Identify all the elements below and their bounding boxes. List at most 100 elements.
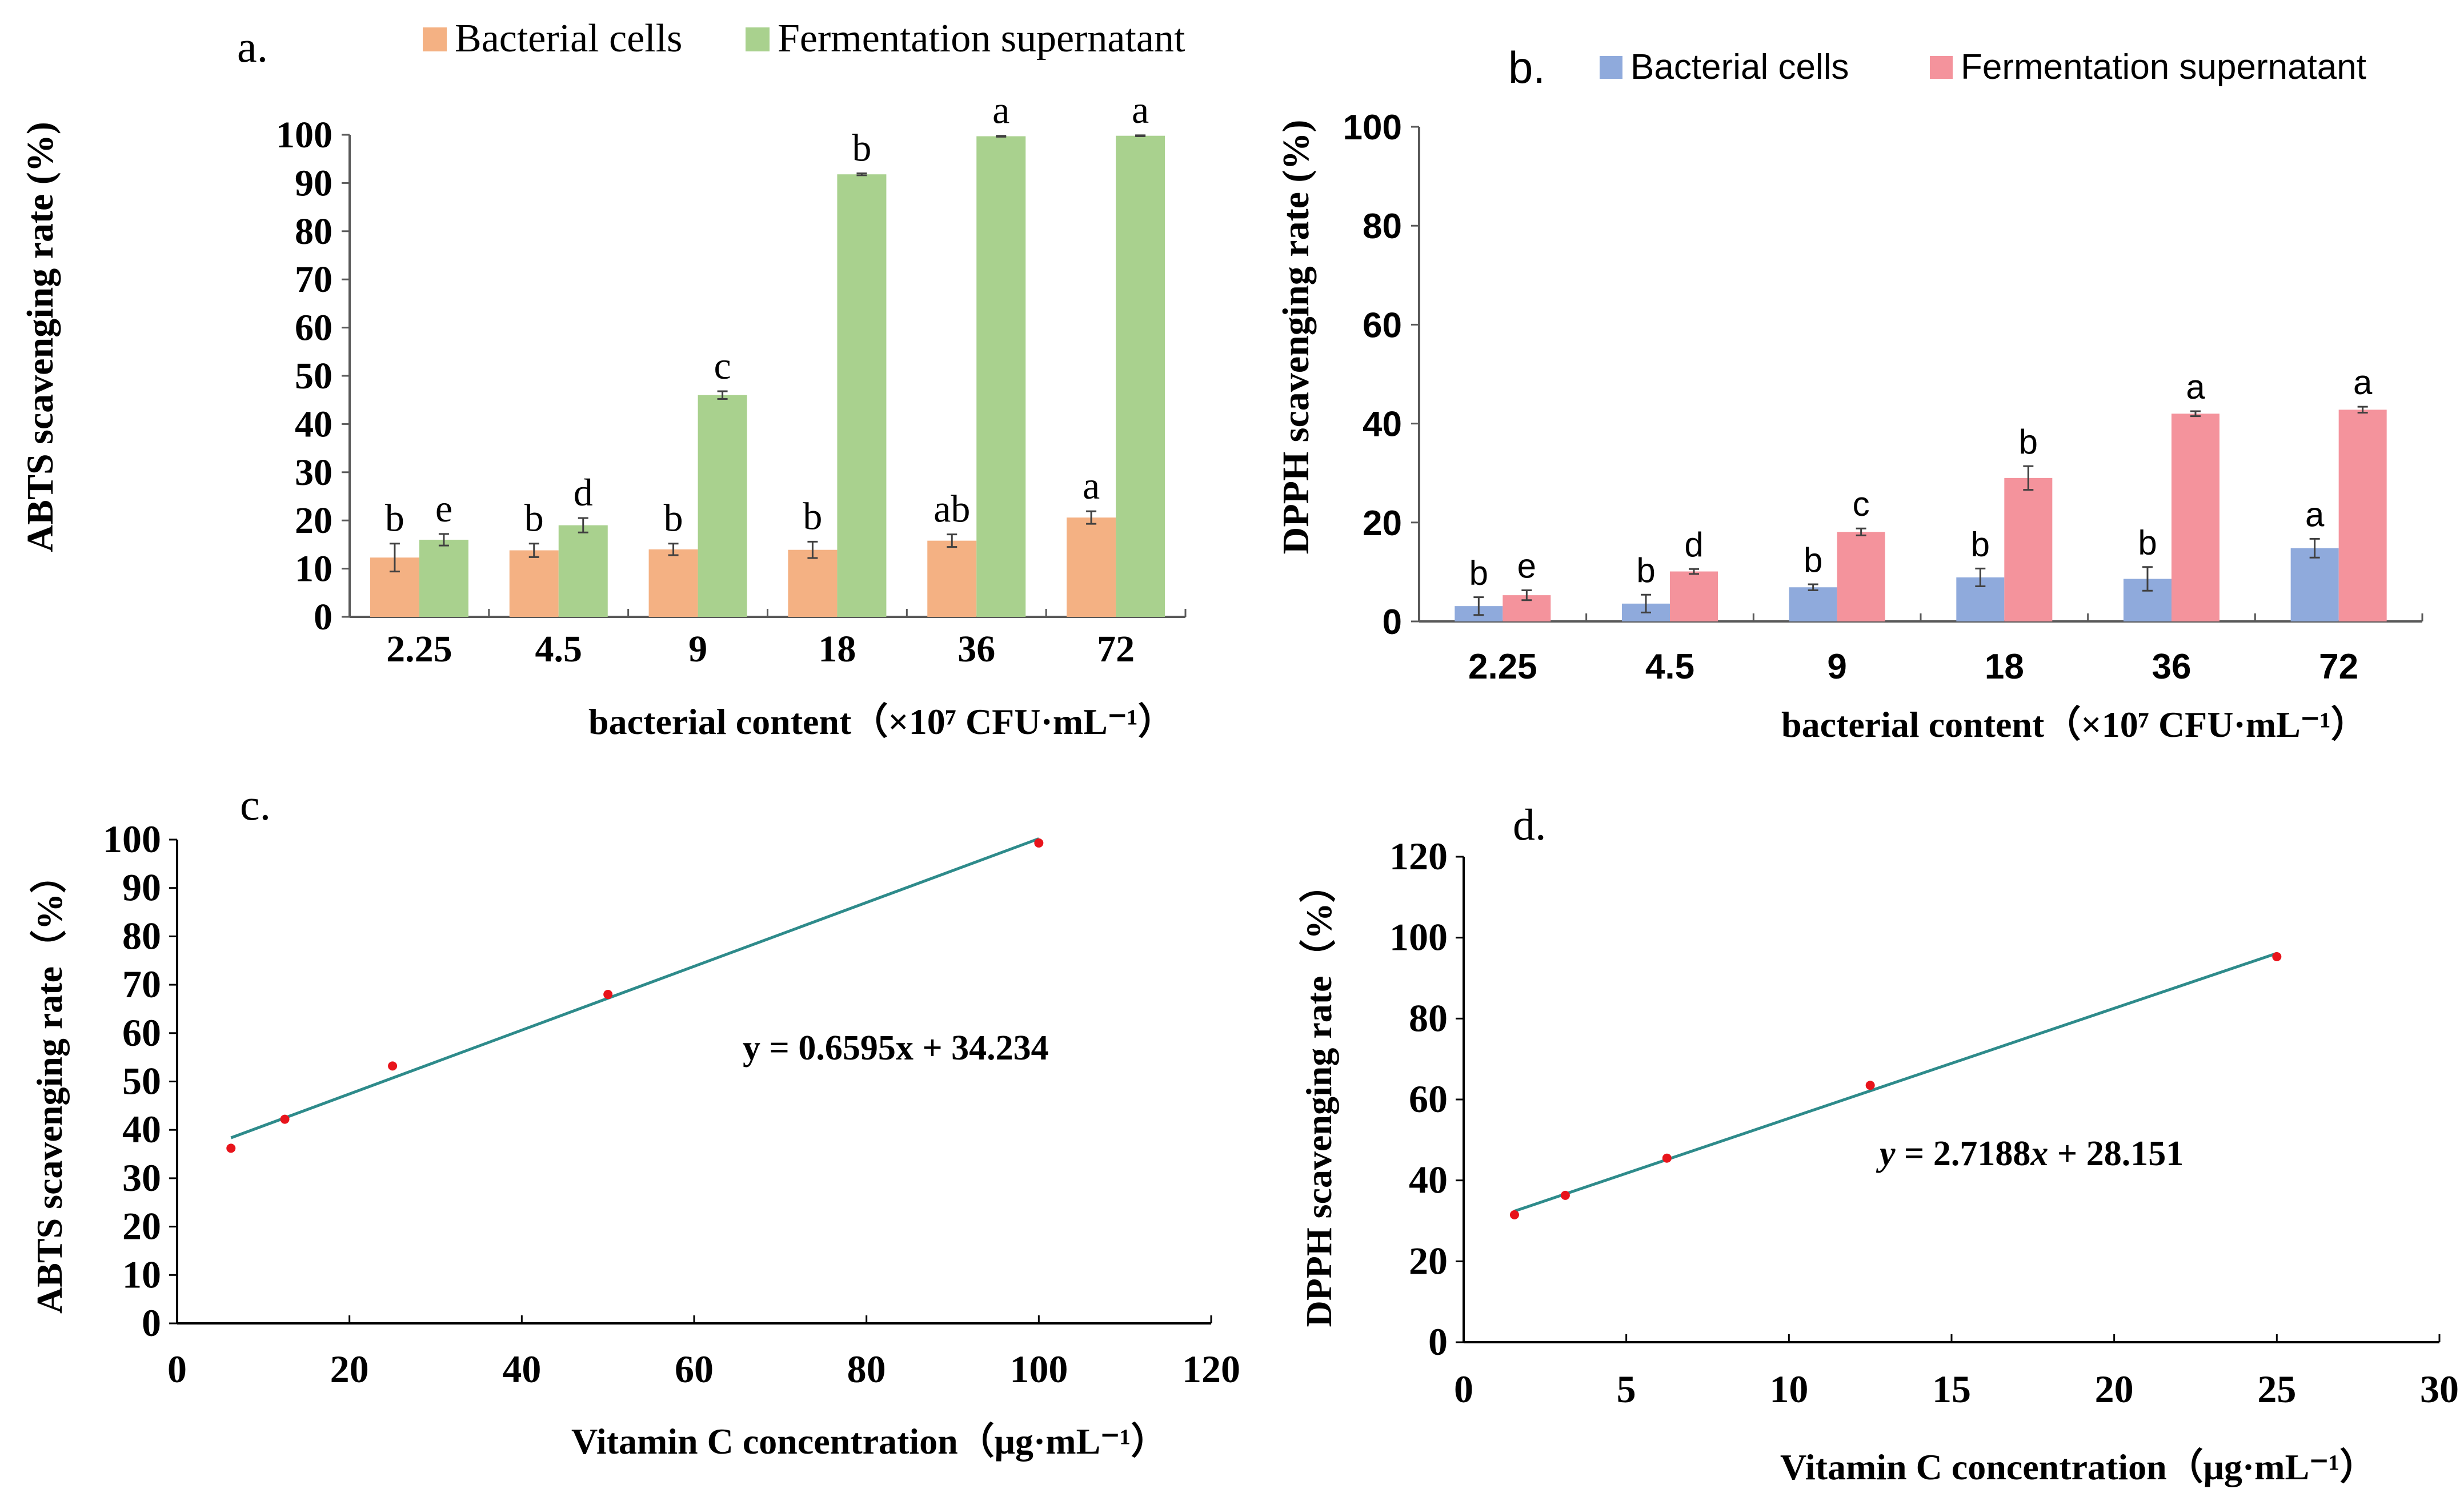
significance-letter: a	[992, 89, 1009, 132]
significance-letter: a	[1083, 464, 1100, 507]
legend-label-1: Fermentation supernatant	[778, 17, 1185, 61]
x-tick-label: 60	[675, 1347, 714, 1391]
data-point	[1509, 1210, 1519, 1219]
x-tick-label: 4.5	[535, 628, 583, 670]
x-tick-label: 4.5	[1645, 647, 1694, 687]
y-tick-label: 20	[122, 1205, 161, 1248]
x-tick-label: 36	[2152, 647, 2191, 687]
x-tick-label: 100	[1009, 1347, 1068, 1391]
chart-b: b. Bacterial cells Fermentation supernatan…	[1275, 42, 2423, 745]
equation-part: x	[2030, 1134, 2048, 1173]
y-tick-label: 20	[295, 500, 332, 541]
bar	[509, 550, 559, 617]
y-tick-label: 60	[1363, 306, 1402, 345]
y-tick-label: 60	[1409, 1077, 1448, 1121]
x-tick-label: 30	[2420, 1367, 2459, 1411]
bar	[698, 395, 747, 617]
x-tick-label: 2.25	[386, 628, 452, 670]
bar	[2290, 548, 2339, 621]
y-tick-label: 100	[103, 817, 161, 861]
bar	[976, 136, 1026, 617]
y-tick-label: 0	[1383, 603, 1402, 642]
y-tick-label: 30	[295, 452, 332, 493]
data-point	[603, 990, 613, 1000]
y-tick-label: 60	[122, 1011, 161, 1054]
x-tick-label: 36	[957, 628, 995, 670]
y-tick-label: 40	[122, 1107, 161, 1151]
y-axis-title: ABTS scavenging rate (%)	[19, 122, 61, 552]
y-tick-label: 10	[122, 1253, 161, 1296]
y-tick-label: 60	[295, 307, 332, 349]
data-point	[1662, 1153, 1672, 1163]
y-tick-label: 70	[122, 962, 161, 1006]
panel-label: b.	[1508, 42, 1545, 93]
legend-swatch-1	[746, 27, 770, 51]
y-tick-label: 50	[122, 1059, 161, 1103]
y-tick-label: 80	[1409, 996, 1448, 1040]
y-axis-title: ABTS scavenging rate（%）	[29, 857, 70, 1314]
y-tick-label: 80	[1363, 207, 1402, 246]
x-axis-title: bacterial content（×10⁷ CFU·mL⁻¹）	[1781, 704, 2367, 745]
x-tick-label: 18	[1985, 647, 2024, 687]
y-tick-label: 100	[1343, 108, 1402, 147]
x-tick-label: 0	[167, 1347, 187, 1391]
data-point	[280, 1114, 290, 1124]
y-tick-label: 20	[1363, 504, 1402, 543]
bar	[1670, 571, 1718, 621]
data-point	[1560, 1190, 1570, 1200]
bar	[1789, 587, 1837, 621]
significance-letter: b	[803, 494, 822, 537]
panel-label: d.	[1513, 800, 1546, 849]
y-tick-label: 70	[295, 259, 332, 300]
significance-letter: b	[2019, 423, 2038, 461]
significance-letter: b	[385, 496, 404, 540]
significance-letter: b	[1469, 554, 1488, 592]
x-tick-label: 5	[1617, 1367, 1636, 1411]
y-tick-label: 10	[295, 548, 332, 590]
y-tick-label: 0	[142, 1301, 161, 1345]
bar	[2338, 410, 2387, 621]
x-tick-label: 9	[1827, 647, 1846, 687]
x-tick-label: 120	[1182, 1347, 1240, 1391]
significance-letter: a	[1132, 88, 1149, 131]
panel-label: c.	[240, 780, 271, 829]
significance-letter: ab	[933, 487, 970, 531]
panel-label: a.	[237, 22, 268, 71]
significance-letter: a	[2305, 495, 2325, 533]
y-tick-label: 80	[122, 914, 161, 957]
equation-part: + 28.151	[2048, 1134, 2183, 1173]
legend-label-0: Bacterial cells	[455, 17, 682, 61]
x-tick-label: 2.25	[1468, 647, 1537, 687]
significance-letter: b	[2138, 524, 2157, 562]
significance-letter: c	[1853, 485, 1870, 523]
x-tick-label: 9	[688, 628, 707, 670]
y-tick-label: 90	[295, 162, 332, 204]
x-tick-label: 18	[818, 628, 856, 670]
bar	[419, 539, 468, 617]
y-tick-label: 90	[122, 866, 161, 909]
y-axis-title: DPPH scavenging rate (%)	[1275, 120, 1317, 555]
data-point	[226, 1143, 236, 1153]
significance-letter: e	[1517, 547, 1536, 585]
significance-letter: b	[524, 496, 544, 540]
chart-a: a. Bacterial cells Fermentation supernatan…	[19, 17, 1187, 742]
y-tick-label: 20	[1409, 1239, 1448, 1282]
significance-letter: c	[714, 344, 731, 387]
y-tick-label: 40	[295, 403, 332, 445]
legend-label-1: Fermentation supernatant	[1961, 47, 2366, 87]
bar	[1837, 532, 1885, 621]
bar	[2004, 477, 2053, 621]
significance-letter: a	[2186, 368, 2205, 406]
bar	[558, 525, 608, 617]
data-point	[1034, 838, 1044, 848]
y-tick-label: 30	[122, 1156, 161, 1199]
significance-letter: b	[852, 126, 871, 170]
bar	[1067, 517, 1116, 617]
data-point	[388, 1061, 398, 1071]
y-tick-label: 50	[295, 355, 332, 397]
significance-letter: d	[1684, 525, 1703, 564]
x-tick-label: 25	[2257, 1367, 2296, 1411]
data-point	[2272, 952, 2282, 961]
